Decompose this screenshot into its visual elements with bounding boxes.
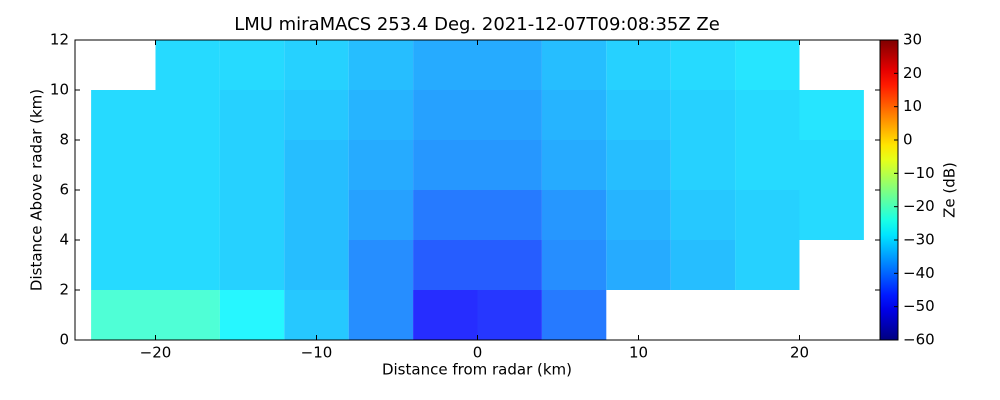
cell <box>606 190 671 240</box>
cell <box>155 240 220 290</box>
cell <box>91 190 156 240</box>
x-tick-label: −20 <box>140 344 172 362</box>
cell <box>284 90 349 140</box>
cell <box>735 40 800 90</box>
y-axis-label: Distance Above radar (km) <box>28 89 46 291</box>
y-tick-label: 8 <box>59 131 69 149</box>
cell <box>284 290 349 340</box>
colorbar <box>879 39 899 341</box>
cell <box>413 40 478 90</box>
cells <box>91 40 864 340</box>
cell <box>670 40 736 90</box>
colorbar-tick-label: 10 <box>903 97 922 115</box>
cell <box>155 40 220 90</box>
cell <box>155 190 220 240</box>
cell <box>219 240 285 290</box>
y-tick-label: 0 <box>59 331 69 349</box>
colorbar-tick-label: −30 <box>903 231 935 249</box>
cell <box>606 90 671 140</box>
cell <box>799 90 864 140</box>
cell <box>735 240 800 290</box>
cell <box>348 140 414 190</box>
cell <box>219 290 285 340</box>
x-tick-label: 0 <box>473 344 483 362</box>
cell <box>477 90 542 140</box>
cell <box>477 190 542 240</box>
cell <box>735 140 800 190</box>
y-tick-label: 4 <box>59 231 69 249</box>
cell <box>348 190 414 240</box>
cell <box>155 290 220 340</box>
colorbar-label: Ze (dB) <box>941 162 959 218</box>
cell <box>413 240 478 290</box>
cell <box>541 140 607 190</box>
chart-title: LMU miraMACS 253.4 Deg. 2021-12-07T09:08… <box>234 14 720 35</box>
cell <box>735 190 800 240</box>
cell <box>348 40 414 90</box>
cell <box>413 190 478 240</box>
x-axis-label: Distance from radar (km) <box>382 361 572 379</box>
cell <box>91 140 156 190</box>
cell <box>413 140 478 190</box>
cell <box>606 40 671 90</box>
cell <box>219 40 285 90</box>
cell <box>541 290 607 340</box>
colorbar-tick-label: −10 <box>903 164 935 182</box>
y-tick-label: 2 <box>59 281 69 299</box>
colorbar-tick-label: −50 <box>903 297 935 315</box>
colorbar-tick-label: −40 <box>903 264 935 282</box>
cell <box>606 140 671 190</box>
cell <box>219 140 285 190</box>
colorbar-tick-label: −20 <box>903 197 935 215</box>
cell <box>477 40 542 90</box>
colorbar-tick-label: 30 <box>903 31 922 49</box>
cell <box>477 290 542 340</box>
x-tick-label: −10 <box>301 344 333 362</box>
cell <box>284 40 349 90</box>
y-tick-label: 12 <box>50 31 69 49</box>
cell <box>91 240 156 290</box>
cell <box>541 240 607 290</box>
y-tick-label: 6 <box>59 181 69 199</box>
cell <box>541 190 607 240</box>
cell <box>413 290 478 340</box>
colorbar-tick-label: 20 <box>903 64 922 82</box>
cell <box>670 140 736 190</box>
cell <box>284 240 349 290</box>
cell <box>219 190 285 240</box>
cell <box>670 90 736 140</box>
cell <box>284 190 349 240</box>
cell <box>799 140 864 190</box>
cell <box>541 40 607 90</box>
cell <box>606 240 671 290</box>
cell <box>219 90 285 140</box>
cell <box>735 90 800 140</box>
cell <box>541 90 607 140</box>
cell <box>670 240 736 290</box>
cell <box>91 290 156 340</box>
cell <box>799 190 864 240</box>
cell <box>413 90 478 140</box>
cell <box>477 140 542 190</box>
cell <box>348 90 414 140</box>
cell <box>91 90 156 140</box>
cell <box>670 190 736 240</box>
cell <box>155 90 220 140</box>
colorbar-tick-label: 0 <box>903 131 913 149</box>
cell <box>348 290 414 340</box>
cell <box>284 140 349 190</box>
cell <box>155 140 220 190</box>
y-tick-label: 10 <box>50 81 69 99</box>
x-tick-label: 10 <box>629 344 648 362</box>
cell <box>348 240 414 290</box>
x-tick-label: 20 <box>790 344 809 362</box>
cell <box>477 240 542 290</box>
colorbar-tick-label: −60 <box>903 331 935 349</box>
